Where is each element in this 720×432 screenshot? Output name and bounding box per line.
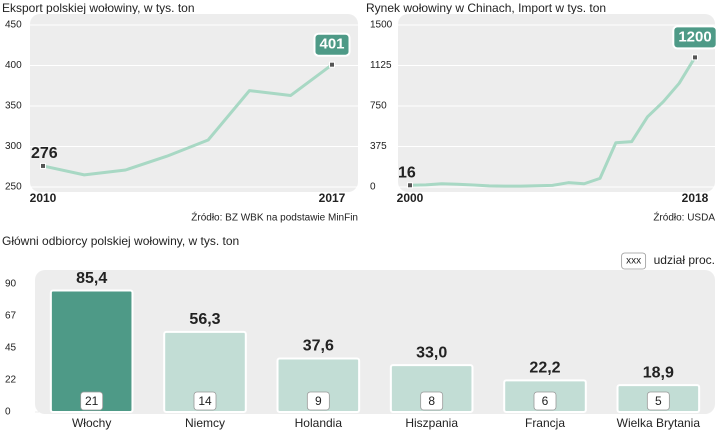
data-label-box	[313, 32, 351, 57]
x-tick-label: Niemcy	[185, 416, 225, 430]
line	[42, 63, 333, 177]
y-tick-label: 0	[5, 407, 11, 418]
data-label: 56,3	[189, 311, 220, 328]
plot-area	[30, 14, 358, 192]
y-tick-label: 1125	[370, 60, 392, 71]
plot-area	[35, 270, 715, 414]
y-tick-label: 350	[5, 101, 22, 112]
share-label: 8	[428, 394, 435, 408]
y-tick-label: 250	[5, 182, 22, 193]
y-tick-label: 450	[5, 20, 22, 31]
bar	[163, 330, 247, 414]
legend-sample: xxx	[626, 256, 641, 267]
legend-label: udział proc.	[654, 253, 715, 267]
data-label: 33,0	[416, 344, 447, 361]
y-tick-label: 0	[370, 182, 376, 193]
share-label: 5	[655, 394, 662, 408]
chart-title: Rynek wołowiny w Chinach, Import w tys. …	[366, 1, 606, 15]
x-tick-label: 2018	[682, 191, 709, 205]
legend-box	[621, 252, 647, 270]
x-tick-label: 2010	[30, 191, 57, 205]
source: Źródło: USDA	[653, 211, 715, 224]
plot-area	[398, 14, 715, 192]
y-tick-label: 45	[5, 343, 17, 354]
share-label: 6	[542, 394, 549, 408]
y-tick-label: 400	[5, 60, 22, 71]
line	[409, 56, 697, 188]
chart-title: Eksport polskiej wołowiny, w tys. ton	[2, 1, 195, 15]
data-label-box	[672, 25, 718, 50]
data-label: 1200	[678, 28, 711, 45]
share-label: 14	[198, 394, 212, 408]
data-label: 37,6	[303, 338, 334, 355]
share-label: 21	[85, 394, 99, 408]
x-tick-label: 2000	[397, 191, 424, 205]
y-tick-label: 22	[5, 375, 17, 386]
point-marker	[407, 182, 413, 189]
bar	[389, 364, 474, 414]
x-tick-label: Holandia	[295, 416, 343, 430]
y-tick-label: 1500	[370, 20, 393, 31]
source: Źródło: BZ WBK na podstawie MinFin	[191, 211, 358, 224]
y-tick-label: 750	[370, 101, 387, 112]
data-label: 85,4	[76, 270, 107, 287]
y-tick-label: 300	[5, 141, 22, 152]
point-marker	[40, 162, 46, 169]
share-box	[306, 391, 330, 411]
share-label: 9	[315, 394, 322, 408]
y-tick-label: 375	[370, 141, 387, 152]
share-box	[80, 391, 104, 411]
x-tick-label: 2017	[319, 191, 346, 205]
y-tick-label: 90	[5, 279, 17, 290]
x-tick-label: Francja	[525, 416, 565, 430]
point-marker	[329, 61, 335, 68]
share-box	[420, 391, 444, 411]
data-label: 276	[31, 145, 58, 162]
data-label: 18,9	[643, 364, 674, 381]
x-tick-label: Wielka Brytania	[617, 416, 701, 430]
data-label: 22,2	[529, 360, 560, 377]
bar	[276, 357, 361, 413]
x-tick-label: Hiszpania	[405, 416, 458, 430]
data-label: 16	[398, 164, 416, 181]
share-box	[646, 391, 670, 411]
share-box	[193, 391, 217, 411]
x-tick-label: Włochy	[72, 416, 111, 430]
share-box	[533, 391, 557, 411]
data-label: 401	[319, 36, 344, 53]
point-marker	[692, 54, 698, 61]
bar	[49, 289, 134, 414]
y-tick-label: 67	[5, 311, 17, 322]
chart-title: Główni odbiorcy polskiej wołowiny, w tys…	[2, 234, 239, 248]
